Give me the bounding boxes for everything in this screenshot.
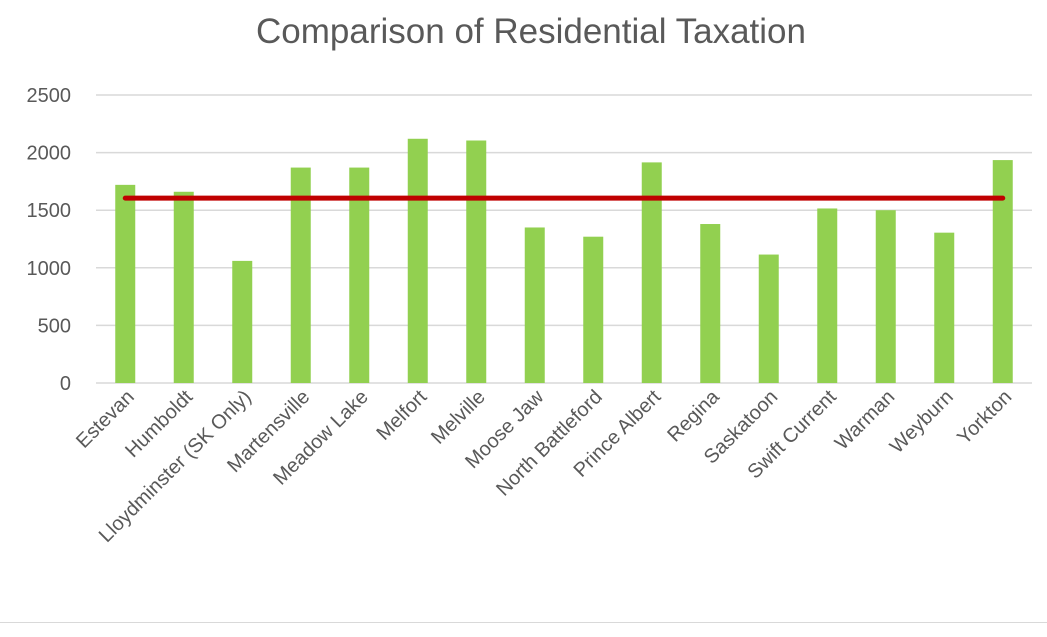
y-axis-tick-labels: 0 500 1000 1500 2000 2500 [27,85,72,395]
chart-title: Comparison of Residential Taxation [256,12,806,51]
bar-martensville [290,167,311,383]
bar-meadow-lake [349,167,370,383]
bar-north-battleford [583,236,604,383]
bar-saskatoon [758,254,779,383]
bar-swift-current [817,208,838,383]
x-category-label: Weyburn [886,386,958,458]
bottom-divider [0,622,1047,623]
bars [115,138,1013,383]
bar-regina [700,224,721,383]
y-tick-label: 1500 [27,200,72,222]
bar-melville [466,140,487,383]
x-category-label: Yorkton [953,386,1016,449]
bar-humboldt [173,191,194,383]
y-tick-label: 0 [60,373,71,395]
bar-moose-jaw [524,227,545,383]
y-tick-label: 500 [38,315,71,337]
x-category-label: Melfort [373,386,432,445]
x-category-label: North Battleford [492,386,607,501]
bar-yorkton [992,160,1013,383]
y-tick-label: 1000 [27,258,72,280]
bar-weyburn [934,232,955,383]
y-tick-label: 2500 [27,85,72,107]
bar-melfort [407,138,428,383]
bar-lloydminster-sk-only [232,260,253,383]
bar-estevan [115,184,136,383]
bar-warman [875,210,896,383]
bar-prince-albert [641,162,662,383]
y-tick-label: 2000 [27,143,72,165]
